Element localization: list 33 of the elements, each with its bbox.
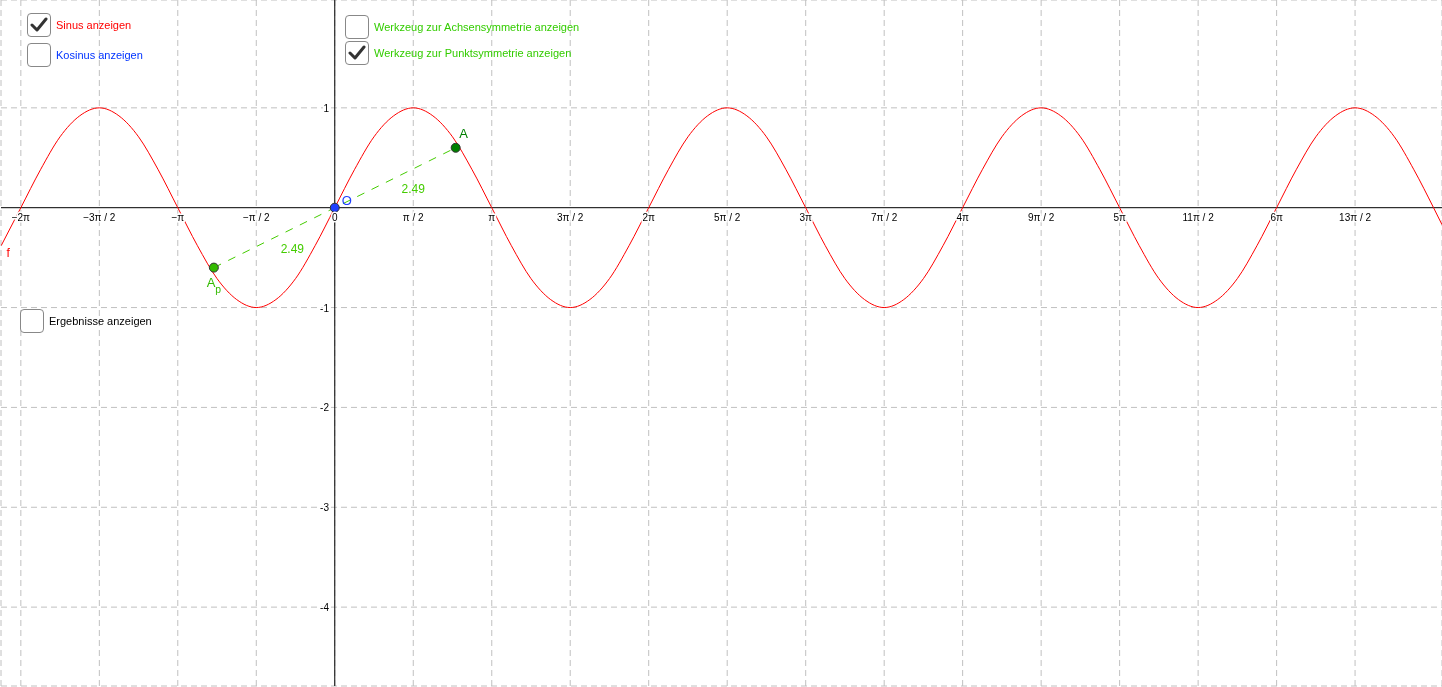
x-tick-label: 11π / 2 [1182,212,1215,223]
x-tick-label: 9π / 2 [1027,212,1055,223]
x-tick-label: 6π [1270,212,1283,223]
annotation: Kosinus anzeigen [56,49,143,61]
y-tick-label: -3 [320,502,330,514]
x-tick-label: −π / 2 [242,212,271,223]
annotation: Werkzeug zur Punktsymmetrie anzeigen [374,47,572,59]
x-tick-label: 3π [799,212,813,223]
series-label: A$_{p}$ [206,274,222,295]
y-tick-label: -4 [320,602,330,614]
series-label: A [459,125,469,141]
y-tick-label: 1 [323,102,330,114]
y-tick-label: -2 [320,402,330,414]
annotation: 2.49 [280,241,305,256]
x-tick-label: 5π / 2 [714,212,741,223]
annotation: Ergebnisse anzeigen [49,315,152,327]
x-tick-label: 2π [642,212,656,223]
series-label: f [6,245,11,260]
y-tick-label: -1 [320,302,330,314]
annotation: Sinus anzeigen [56,19,132,31]
annotation: Werkzeug zur Achsensymmetrie anzeigen [374,21,580,33]
x-tick-label: −3π / 2 [83,212,116,223]
point [450,142,461,153]
annotation: 2.49 [401,181,426,196]
x-tick-label: π [488,212,496,223]
x-tick-label: 13π / 2 [1339,212,1372,223]
x-tick-label: 5π [1113,212,1126,223]
point [208,262,219,273]
x-tick-label: 3π / 2 [557,212,584,223]
x-tick-label: π / 2 [402,212,425,223]
point [329,202,340,213]
x-tick-label: −π [171,212,185,223]
x-tick-label: 7π / 2 [871,212,898,223]
